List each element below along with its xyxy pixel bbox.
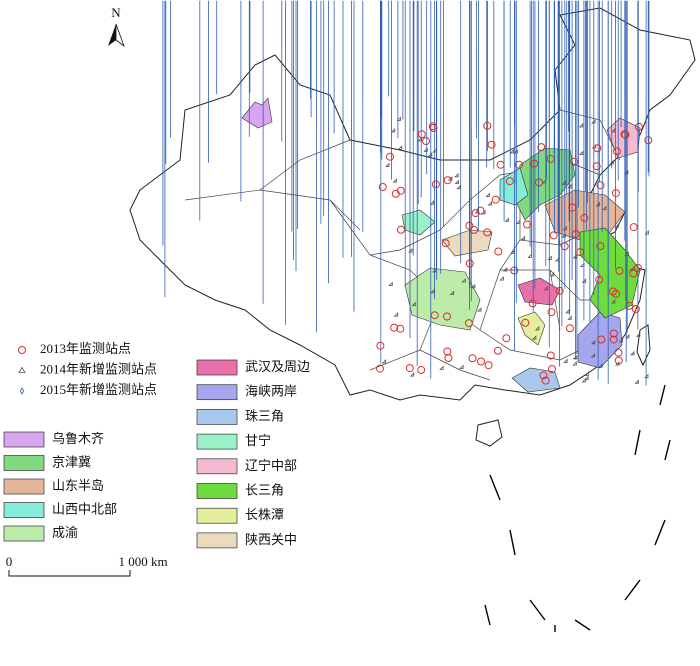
station-marker bbox=[635, 380, 638, 383]
legend-label: 2015年新增监测站点 bbox=[40, 382, 157, 397]
hainan bbox=[476, 420, 502, 446]
legend-label: 2014年新增监测站点 bbox=[40, 361, 157, 376]
legend-label: 2013年监测站点 bbox=[40, 341, 131, 356]
legend-label: 长三角 bbox=[245, 482, 284, 497]
legend-label: 山西中北部 bbox=[52, 501, 117, 516]
station-marker bbox=[392, 129, 395, 132]
scale-end: 1 000 km bbox=[118, 554, 167, 569]
legend-label: 长株潭 bbox=[245, 507, 284, 522]
legend-label: 珠三角 bbox=[245, 408, 284, 423]
legend-label: 海峡两岸 bbox=[245, 384, 297, 399]
legend-swatch bbox=[4, 503, 44, 518]
station-marker bbox=[630, 224, 637, 231]
legend-label: 辽宁中部 bbox=[245, 458, 297, 473]
legend-label: 成渝 bbox=[52, 525, 78, 540]
legend-swatch bbox=[197, 459, 237, 474]
legend-label: 陕西关中 bbox=[245, 532, 297, 547]
north-arrow bbox=[108, 24, 116, 46]
legend-swatch bbox=[197, 508, 237, 523]
station-marker bbox=[423, 138, 430, 145]
taiwan bbox=[637, 325, 650, 365]
legend-swatch bbox=[197, 484, 237, 499]
sea-boundary bbox=[485, 385, 670, 632]
legend-swatch bbox=[4, 479, 44, 494]
north-label: N bbox=[111, 5, 121, 20]
station-marker bbox=[418, 131, 425, 138]
legend-label: 甘宁 bbox=[245, 433, 271, 448]
legend-label: 山东半岛 bbox=[52, 478, 104, 493]
legend-swatch bbox=[4, 456, 44, 471]
station-marker bbox=[645, 375, 648, 378]
legend-swatch bbox=[197, 385, 237, 400]
station-marker bbox=[399, 146, 402, 149]
station-marker bbox=[429, 153, 432, 156]
station-marker bbox=[20, 388, 23, 394]
legend-label: 京津冀 bbox=[52, 454, 91, 469]
legend-swatch bbox=[4, 526, 44, 541]
legend-swatch bbox=[197, 360, 237, 375]
legend-swatch bbox=[197, 409, 237, 424]
station-marker bbox=[19, 368, 25, 373]
legend-swatch bbox=[197, 434, 237, 449]
station-marker bbox=[631, 352, 634, 355]
legend-label: 武汉及周边 bbox=[245, 359, 310, 374]
scale-bar bbox=[9, 570, 130, 576]
legend-swatch bbox=[4, 432, 44, 447]
station-marker bbox=[582, 379, 585, 382]
scale-start: 0 bbox=[6, 554, 13, 569]
legend-swatch bbox=[197, 533, 237, 548]
legend-label: 乌鲁木齐 bbox=[52, 431, 104, 446]
north-arrow bbox=[116, 24, 124, 46]
station-marker bbox=[19, 347, 26, 354]
station-marker bbox=[615, 349, 622, 356]
